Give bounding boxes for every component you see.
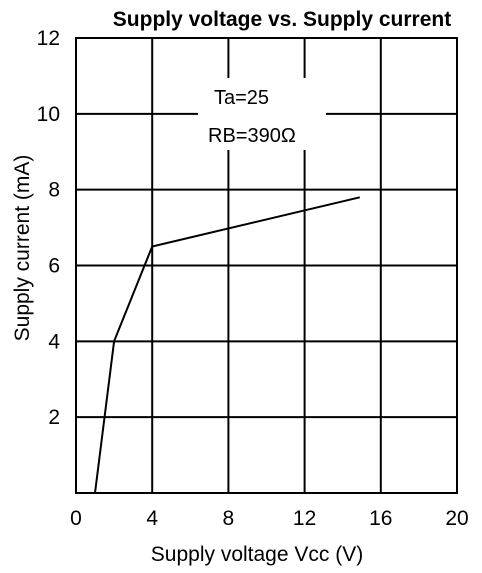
y-axis-ticks: 2 4 6 8 10 12 (37, 27, 61, 429)
x-tick-label-0: 0 (70, 507, 82, 530)
y-tick-label-1: 4 (48, 330, 60, 353)
plot-frame (75, 37, 458, 494)
y-tick-label-4: 10 (37, 103, 60, 126)
chart-title: Supply voltage vs. Supply current (113, 8, 451, 31)
x-tick-label-4: 16 (369, 507, 392, 530)
annotation-rb: RB=390Ω (208, 125, 296, 147)
series-layer (94, 196, 361, 494)
series-line-0 (94, 196, 361, 494)
x-tick-label-2: 8 (223, 507, 235, 530)
y-tick-label-3: 8 (48, 179, 60, 202)
x-tick-label-1: 4 (146, 507, 158, 530)
y-tick-label-0: 2 (48, 406, 60, 429)
x-tick-label-3: 12 (293, 507, 316, 530)
annotation-ta: Ta=25 (214, 87, 269, 109)
annotation-background (198, 78, 326, 150)
x-tick-label-5: 20 (445, 507, 468, 530)
y-tick-label-5: 12 (37, 27, 60, 50)
x-axis-ticks: 0 4 8 12 16 20 (70, 507, 469, 530)
y-tick-label-2: 6 (48, 255, 60, 278)
x-axis-label: Supply voltage Vcc (V) (151, 543, 363, 566)
y-axis-label: Supply current (mA) (11, 155, 34, 342)
